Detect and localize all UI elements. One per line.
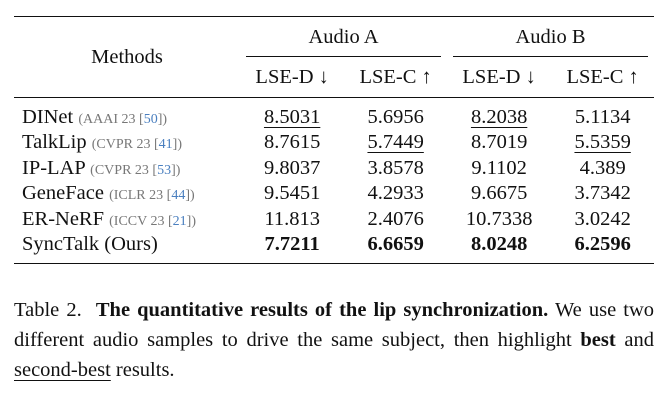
value-cell: 11.813 (264, 207, 320, 230)
value-cell: 2.4076 (367, 207, 424, 230)
value-cell: 8.0248 (470, 233, 528, 255)
method-cell: DINet (AAAI 23 [50]) (14, 98, 240, 130)
method-cell: SyncTalk (Ours) (14, 232, 240, 264)
table-row: TalkLip (CVPR 23 [41]) 8.7615 5.7449 8.7… (14, 130, 654, 156)
value-cell: 8.7019 (470, 131, 528, 153)
table-row: DINet (AAAI 23 [50]) 8.5031 5.6956 8.203… (14, 98, 654, 130)
value-cell: 4.2933 (367, 182, 424, 204)
value-cell: 5.6956 (367, 105, 424, 128)
group-header-audio-b-label: Audio B (515, 25, 586, 48)
value-cell: 9.5451 (263, 182, 321, 204)
value-cell: 9.6675 (470, 182, 528, 204)
method-cell: IP-LAP (CVPR 23 [53]) (14, 155, 240, 181)
method-venue: (ICCV 23 [21]) (109, 213, 196, 229)
value-cell: 6.2596 (574, 233, 631, 255)
metric-header-b-lsec: LSE-C ↑ (566, 65, 639, 88)
group-header-audio-b-rule (452, 56, 648, 57)
methods-header: Methods (14, 16, 240, 98)
method-name: ER-NeRF (22, 207, 104, 230)
value-cell: 8.5031 (263, 105, 321, 128)
value-cell: 9.1102 (471, 156, 527, 179)
results-table-container: Methods Audio A Audio B LSE-D ↓ LSE-C ↑ … (14, 16, 654, 264)
metric-header-b-lsed: LSE-D ↓ (462, 65, 536, 88)
value-cell: 9.8037 (263, 156, 321, 179)
results-table-body: DINet (AAAI 23 [50]) 8.5031 5.6956 8.203… (14, 98, 654, 264)
method-name: TalkLip (22, 131, 87, 153)
method-venue: (AAAI 23 [50]) (78, 111, 168, 127)
value-cell: 8.7615 (263, 131, 321, 153)
method-cell: GeneFace (ICLR 23 [44]) (14, 181, 240, 207)
table-row: ER-NeRF (ICCV 23 [21]) 11.813 2.4076 10.… (14, 206, 654, 232)
value-cell: 3.0242 (574, 207, 631, 230)
value-cell: 6.6659 (367, 233, 424, 255)
caption-second-best-word: second-best (14, 359, 111, 381)
caption-text-2: and (624, 329, 654, 351)
method-venue: (CVPR 23 [53]) (90, 162, 181, 178)
value-cell: 3.7342 (574, 182, 631, 204)
value-cell: 5.7449 (367, 131, 424, 153)
table-row: IP-LAP (CVPR 23 [53]) 9.8037 3.8578 9.11… (14, 155, 654, 181)
value-cell: 5.5359 (574, 131, 631, 153)
table-row: SyncTalk (Ours) 7.7211 6.6659 8.0248 6.2… (14, 232, 654, 264)
metric-header-a-lsec: LSE-C ↑ (359, 65, 432, 88)
caption-text-3: results. (115, 359, 175, 381)
method-cell: TalkLip (CVPR 23 [41]) (14, 130, 240, 156)
value-cell: 7.7211 (264, 233, 320, 255)
group-header-audio-a-rule (246, 56, 441, 57)
method-venue: (ICLR 23 [44]) (109, 188, 195, 203)
method-venue: (CVPR 23 [41]) (91, 137, 182, 152)
table-caption: Table 2. The quantitative results of the… (14, 295, 654, 385)
method-cell: ER-NeRF (ICCV 23 [21]) (14, 206, 240, 232)
group-header-audio-b: Audio B (447, 17, 654, 57)
value-cell: 3.8578 (367, 156, 424, 179)
results-table: Methods Audio A Audio B LSE-D ↓ LSE-C ↑ … (14, 16, 654, 264)
method-name: DINet (22, 105, 74, 128)
caption-best-word: best (580, 329, 616, 351)
caption-label: Table 2. (14, 299, 82, 321)
caption-title: The quantitative results of the lip sync… (95, 299, 549, 321)
value-cell: 5.1134 (574, 105, 631, 128)
metric-header-a-lsed: LSE-D ↓ (255, 65, 329, 88)
value-cell: 8.2038 (470, 105, 528, 128)
group-header-audio-a: Audio A (240, 17, 447, 57)
table-row: GeneFace (ICLR 23 [44]) 9.5451 4.2933 9.… (14, 181, 654, 207)
caption-text-1: We use two different audio samples to dr… (14, 299, 655, 351)
method-name: SyncTalk (Ours) (22, 233, 158, 255)
value-cell: 10.7338 (465, 207, 533, 230)
method-name: GeneFace (22, 182, 104, 204)
value-cell: 4.389 (579, 156, 626, 179)
method-name: IP-LAP (22, 156, 86, 179)
group-header-audio-a-label: Audio A (308, 25, 379, 48)
